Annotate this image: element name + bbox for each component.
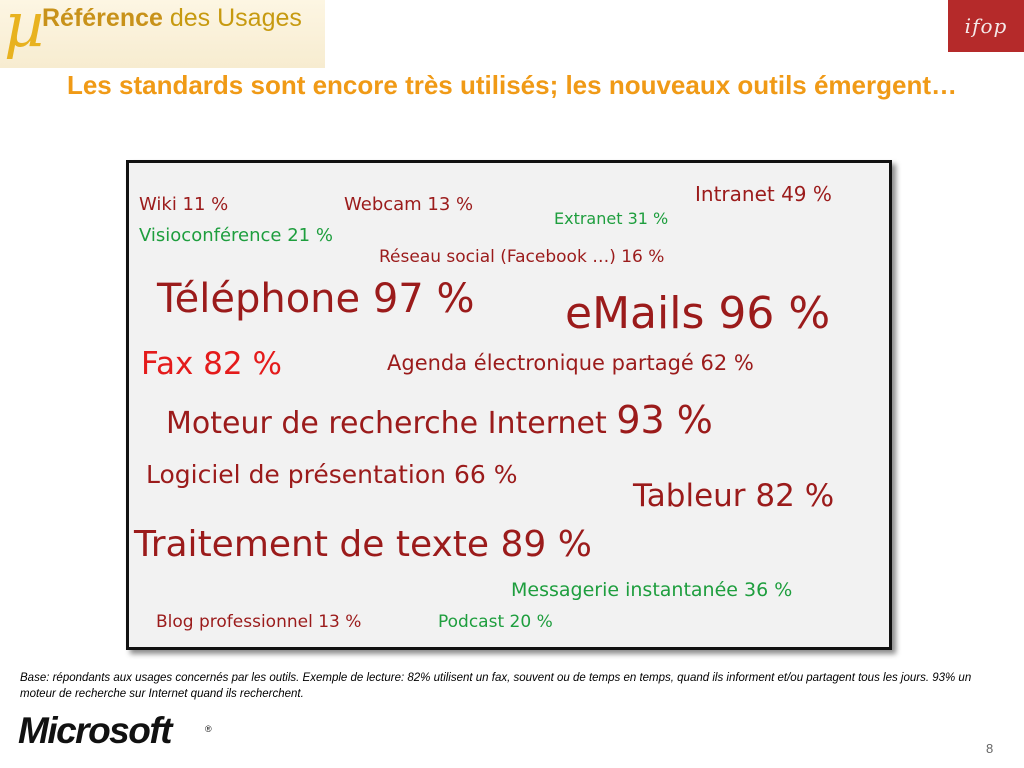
word-wiki: Wiki 11 % [139,194,229,215]
word-moteur-label: Moteur de recherche Internet [166,406,617,441]
ifop-logo: ifop [948,0,1024,52]
word-tableur: Tableur 82 % [633,478,835,514]
word-emails: eMails 96 % [565,288,831,339]
logo-text: Référence des Usages [42,4,302,33]
word-agenda: Agenda électronique partagé 62 % [387,351,754,375]
word-extranet: Extranet 31 % [554,209,669,228]
ifop-logo-text: ifop [964,14,1008,38]
word-moteur-value: 93 % [616,398,713,442]
word-telephone: Téléphone 97 % [157,276,475,322]
footnote: Base: répondants aux usages concernés pa… [20,672,972,700]
word-blog: Blog professionnel 13 % [156,612,362,632]
word-moteur: Moteur de recherche Internet 93 % [166,401,713,439]
microsoft-logo: Microsoft [18,710,173,751]
logo-text-bold: Référence [42,4,163,32]
word-visioconference: Visioconférence 21 % [139,225,333,246]
word-intranet: Intranet 49 % [695,182,832,206]
word-podcast: Podcast 20 % [438,612,553,632]
page-number: 8 [986,741,994,756]
word-webcam: Webcam 13 % [344,194,474,215]
mu-logo-icon: µ [4,0,45,61]
logo-text-rest: des Usages [162,4,302,32]
microsoft-trademark: ® [205,724,212,734]
reference-des-usages-logo: µ Référence des Usages [0,0,325,68]
word-fax: Fax 82 % [141,346,282,382]
word-traitement-texte: Traitement de texte 89 % [134,524,592,565]
slide-title: Les standards sont encore très utilisés;… [66,70,958,100]
word-logiciel-presentation: Logiciel de présentation 66 % [146,460,518,489]
word-messagerie: Messagerie instantanée 36 % [511,579,793,601]
word-cloud-panel: Intranet 49 % Wiki 11 % Webcam 13 % Extr… [126,160,892,650]
word-reseau-social: Réseau social (Facebook …) 16 % [379,247,665,267]
